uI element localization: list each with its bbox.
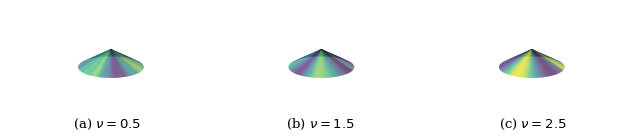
- Text: (a) $\nu = 0.5$: (a) $\nu = 0.5$: [74, 117, 141, 132]
- Text: (c) $\nu = 2.5$: (c) $\nu = 2.5$: [499, 117, 566, 132]
- Text: (b) $\nu = 1.5$: (b) $\nu = 1.5$: [285, 117, 355, 132]
